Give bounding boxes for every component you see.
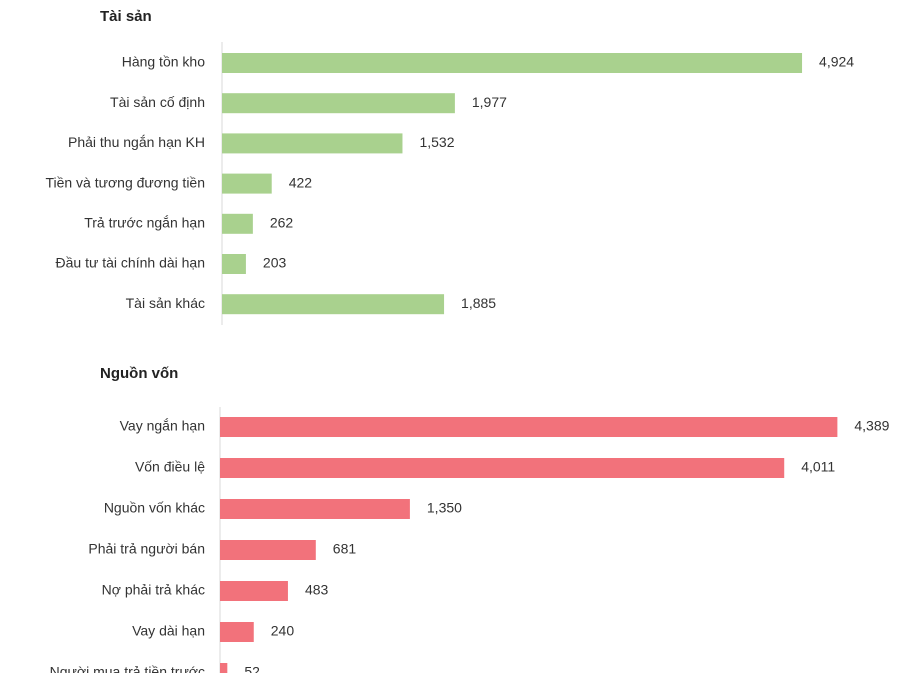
value-label: 4,011 <box>801 459 835 475</box>
bar <box>222 213 253 234</box>
category-label: Vay ngắn hạn <box>120 418 205 434</box>
bar <box>222 294 445 315</box>
bar <box>222 173 272 194</box>
category-label: Trả trước ngắn hạn <box>84 215 205 231</box>
value-label: 1,350 <box>427 500 462 516</box>
bar <box>220 663 228 673</box>
category-label: Phải trả người bán <box>88 541 205 557</box>
bar <box>220 499 410 519</box>
value-label: 4,924 <box>819 54 854 70</box>
value-label: 52 <box>244 664 260 673</box>
bar <box>222 53 803 73</box>
bar <box>222 254 246 274</box>
value-label: 240 <box>271 623 295 639</box>
category-label: Vay dài hạn <box>132 623 205 639</box>
value-label: 1,532 <box>419 134 454 150</box>
value-label: 262 <box>270 215 294 231</box>
category-label: Người mua trả tiền trước <box>50 664 205 673</box>
value-label: 483 <box>305 582 329 598</box>
value-label: 4,389 <box>854 418 889 434</box>
bar <box>222 93 455 114</box>
bar <box>222 133 403 154</box>
value-label: 422 <box>289 174 313 190</box>
category-label: Phải thu ngắn hạn KH <box>68 134 205 150</box>
chart-title: Tài sản <box>100 8 152 25</box>
bar <box>220 581 288 601</box>
category-label: Vốn điều lệ <box>135 459 205 475</box>
bar <box>220 458 785 478</box>
bar <box>220 622 254 642</box>
category-label: Đầu tư tài chính dài hạn <box>56 255 205 271</box>
category-label: Hàng tồn kho <box>122 54 205 70</box>
category-label: Nguồn vốn khác <box>104 500 205 516</box>
category-label: Tài sản cố định <box>110 94 205 110</box>
value-label: 203 <box>263 255 287 271</box>
value-label: 1,977 <box>472 94 507 110</box>
chart-title: Nguồn vốn <box>100 365 178 382</box>
category-label: Tiền và tương đương tiền <box>45 174 205 190</box>
bar <box>220 540 316 560</box>
value-label: 681 <box>333 541 357 557</box>
category-label: Nợ phải trả khác <box>102 582 205 598</box>
category-label: Tài sản khác <box>126 295 205 311</box>
bar <box>220 417 838 437</box>
value-label: 1,885 <box>461 295 496 311</box>
